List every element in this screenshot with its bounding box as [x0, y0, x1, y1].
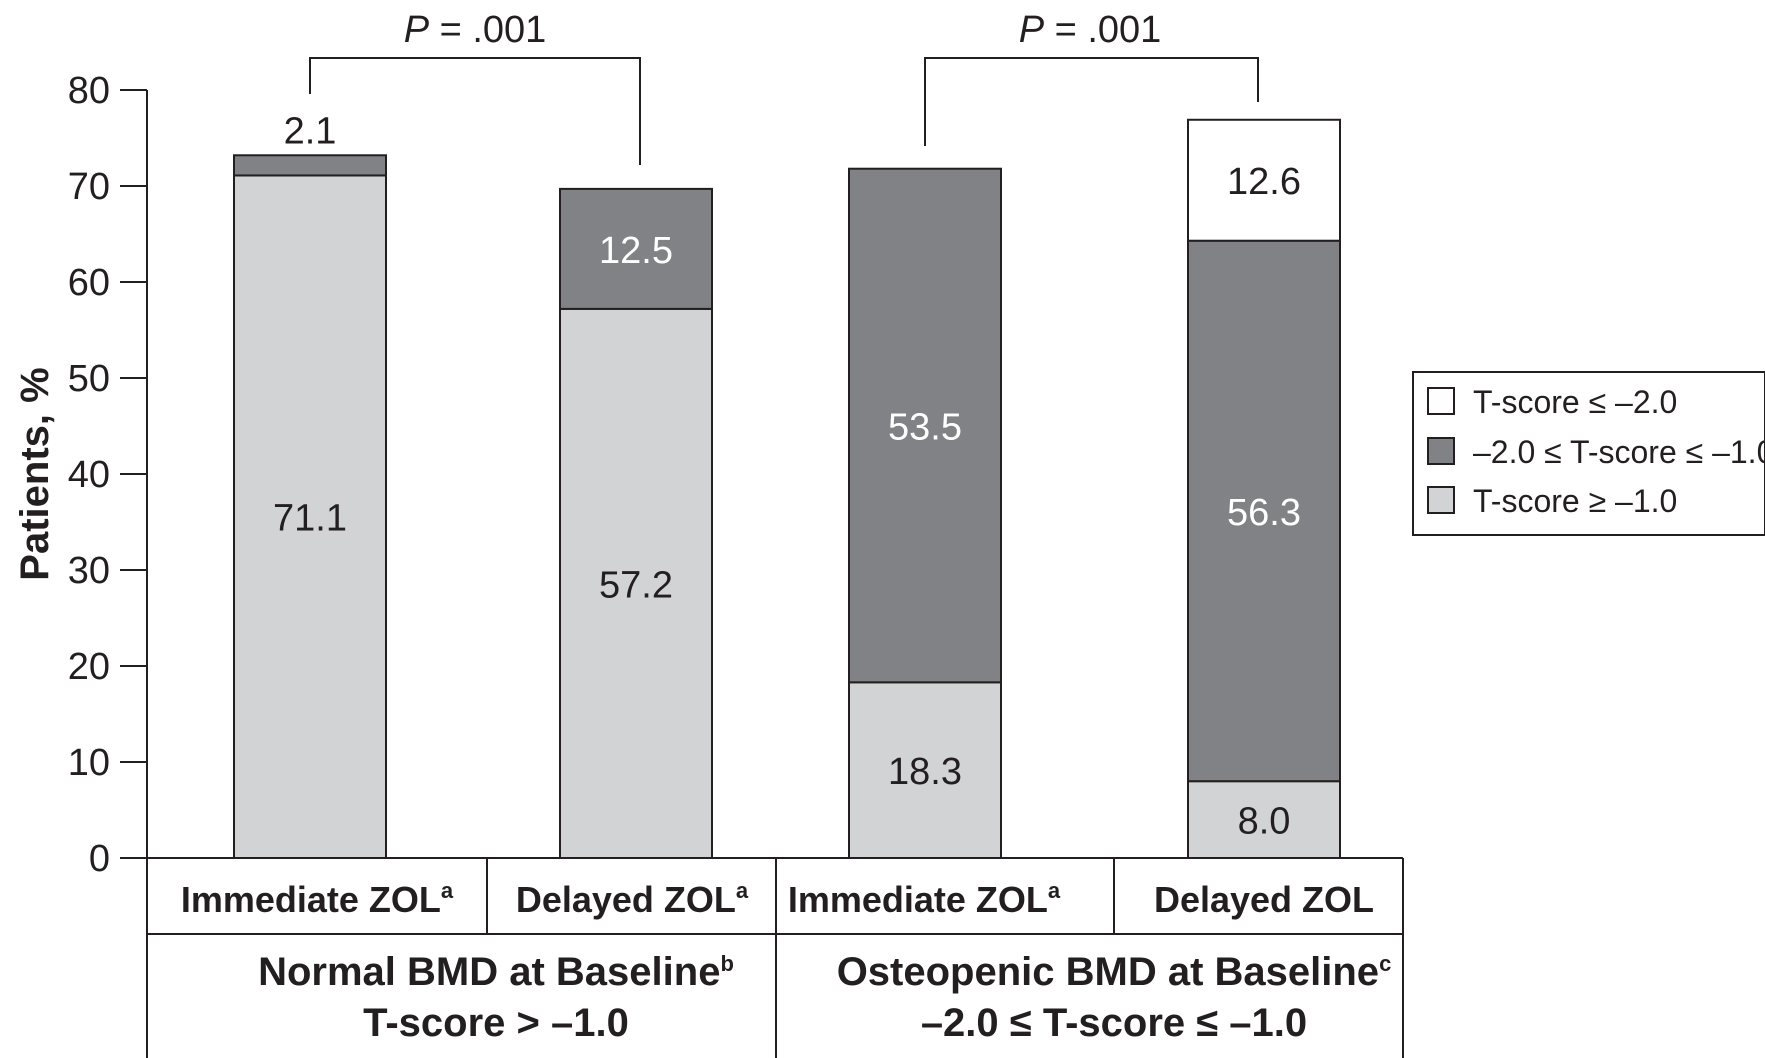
- bar-category-label: Delayed ZOLa: [516, 878, 749, 920]
- data-label: 57.2: [599, 564, 673, 606]
- legend-box: [1412, 371, 1765, 536]
- data-label: 56.3: [1227, 492, 1301, 534]
- bar-category-label: Immediate ZOLa: [181, 878, 454, 920]
- group-label-line1: Osteopenic BMD at Baselinec: [837, 950, 1392, 994]
- bar-segment: [559, 187, 713, 310]
- y-tick-label: 80: [68, 70, 110, 112]
- bar-segment: [1187, 118, 1341, 242]
- y-axis-title: Patients, %: [13, 367, 57, 580]
- data-label: 2.1: [284, 110, 337, 152]
- legend-label: T-score ≤ –2.0: [1473, 384, 1677, 420]
- group-label-line2: T-score > –1.0: [363, 1001, 629, 1045]
- y-tick-label: 40: [68, 454, 110, 496]
- p-value-bracket: [309, 57, 641, 165]
- bar-category-label: Delayed ZOL: [1154, 879, 1374, 920]
- bar-segment: [848, 681, 1002, 859]
- y-tick-label: 0: [89, 838, 110, 880]
- bar-segment: [559, 307, 713, 859]
- y-tick-label: 10: [68, 742, 110, 784]
- data-label: 18.3: [888, 751, 962, 793]
- bar-segment: [1187, 239, 1341, 783]
- y-tick-label: 20: [68, 646, 110, 688]
- bar-segment: [233, 154, 387, 177]
- data-label: 12.5: [599, 230, 673, 272]
- p-value-label: P = .001: [1019, 9, 1162, 51]
- bar-category-label: Immediate ZOLa: [788, 878, 1061, 920]
- legend-swatch: [1427, 387, 1455, 415]
- y-tick-label: 50: [68, 358, 110, 400]
- legend-swatch: [1427, 437, 1455, 465]
- p-value-bracket: [924, 57, 1259, 146]
- y-tick-label: 30: [68, 550, 110, 592]
- group-label-line2: –2.0 ≤ T-score ≤ –1.0: [921, 1001, 1307, 1045]
- bar-segment: [1187, 780, 1341, 860]
- data-label: 71.1: [273, 498, 347, 540]
- p-value-label: P = .001: [404, 9, 547, 51]
- data-label: 8.0: [1238, 801, 1291, 843]
- data-label: 53.5: [888, 407, 962, 449]
- bar-segment: [848, 167, 1002, 684]
- legend-swatch: [1427, 486, 1455, 514]
- legend-label: T-score ≥ –1.0: [1473, 483, 1677, 519]
- legend-label: –2.0 ≤ T-score ≤ –1.0: [1473, 434, 1765, 470]
- y-tick-label: 70: [68, 166, 110, 208]
- group-label-line1: Normal BMD at Baselineb: [258, 950, 734, 994]
- y-tick-label: 60: [68, 262, 110, 304]
- data-label: 12.6: [1227, 161, 1301, 203]
